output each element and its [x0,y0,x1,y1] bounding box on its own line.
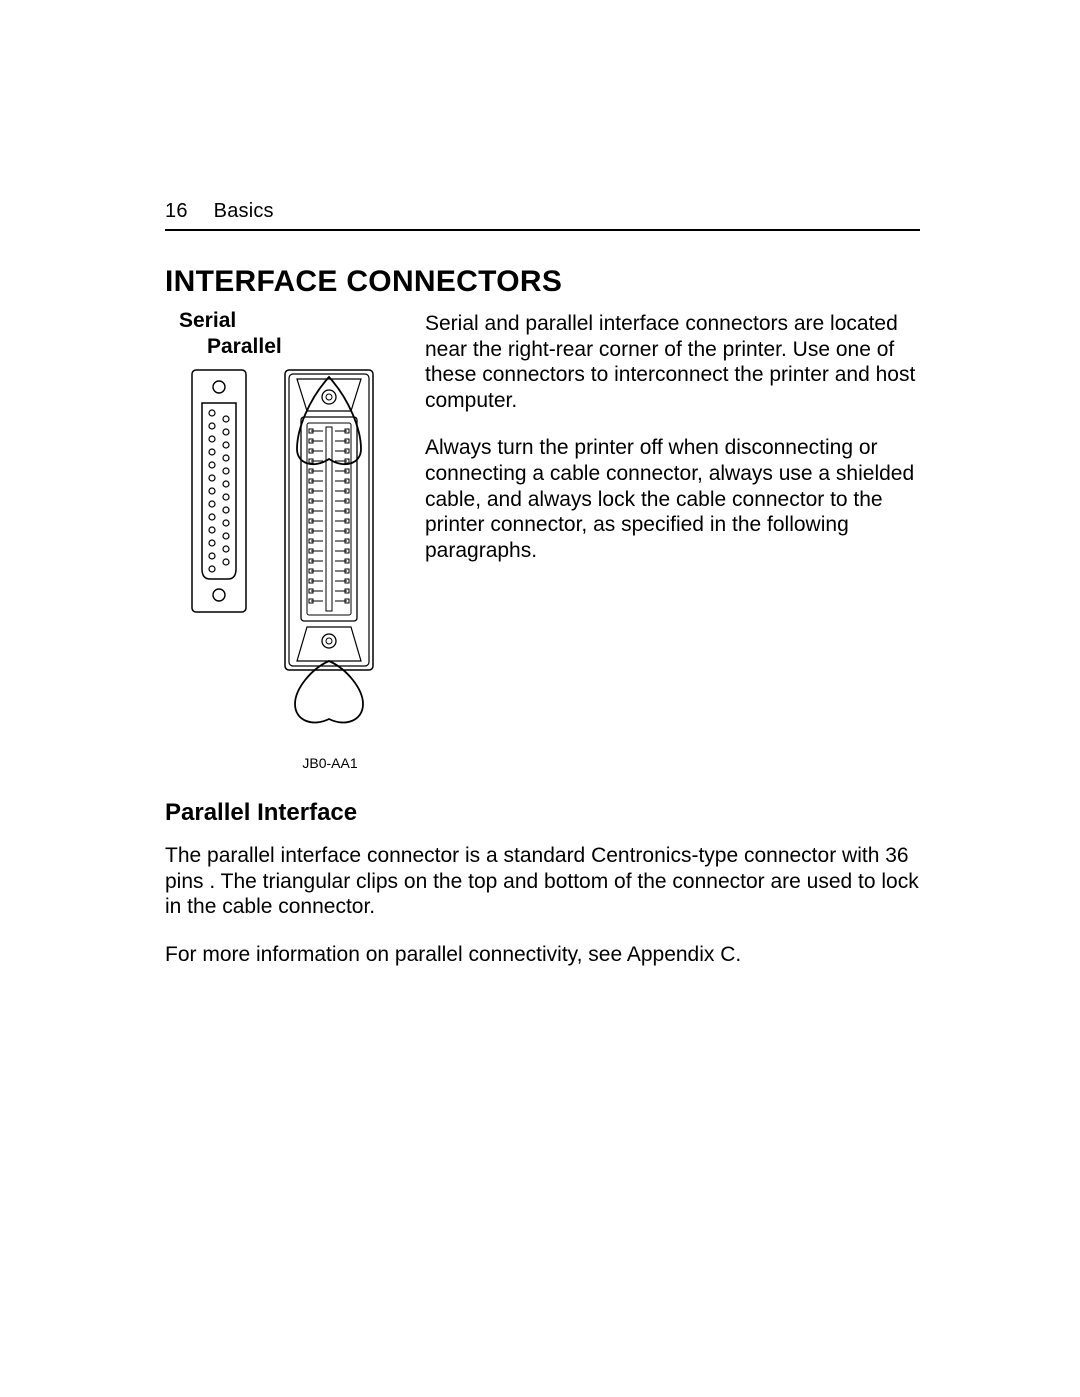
page-number: 16 [165,200,188,223]
document-page: 16 Basics INTERFACE CONNECTORS Serial Pa… [0,0,1080,1397]
intro-paragraph-2: Always turn the printer off when disconn… [425,435,920,563]
main-title: INTERFACE CONNECTORS [165,265,920,299]
serial-label: Serial [179,309,282,333]
parallel-paragraph-1: The parallel interface connector is a st… [165,843,920,920]
parallel-label: Parallel [179,335,282,359]
connector-labels: Serial Parallel [165,309,282,359]
parallel-paragraph-2: For more information on parallel connect… [165,942,920,968]
serial-connector-icon [191,369,247,613]
parallel-connector-icon [279,369,379,729]
intro-text-column: Serial and parallel interface connectors… [425,309,920,771]
figure-code: JB0-AA1 [202,755,357,771]
connector-drawings [181,369,379,729]
parallel-interface-heading: Parallel Interface [165,799,920,827]
section-label: Basics [214,200,274,223]
content-row: Serial Parallel [165,309,920,771]
intro-paragraph-1: Serial and parallel interface connectors… [425,311,920,413]
figure-column: Serial Parallel [165,309,395,771]
page-header: 16 Basics [165,200,920,231]
